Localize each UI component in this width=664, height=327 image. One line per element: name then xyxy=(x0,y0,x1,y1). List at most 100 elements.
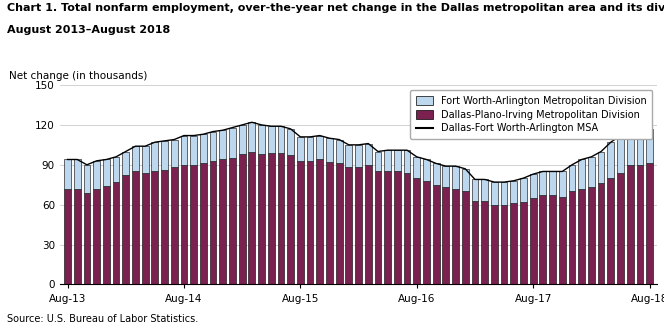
Bar xyxy=(248,122,255,151)
Bar xyxy=(559,171,566,197)
Bar xyxy=(103,160,110,186)
Bar xyxy=(132,146,139,171)
Bar xyxy=(316,160,323,284)
Bar xyxy=(181,165,187,284)
Bar xyxy=(200,134,207,164)
Bar xyxy=(374,151,381,171)
Bar xyxy=(637,129,643,165)
Bar xyxy=(229,158,236,284)
Bar xyxy=(278,153,284,284)
Bar xyxy=(84,165,90,193)
Bar xyxy=(471,180,478,201)
Bar xyxy=(539,196,546,284)
Bar xyxy=(297,161,303,284)
Bar xyxy=(520,178,527,202)
Bar xyxy=(462,169,469,191)
Bar xyxy=(268,126,275,153)
Bar xyxy=(326,162,333,284)
Bar xyxy=(141,173,149,284)
Bar xyxy=(326,138,333,162)
Bar xyxy=(93,189,100,284)
Bar xyxy=(316,136,323,160)
Bar xyxy=(171,167,178,284)
Bar xyxy=(122,151,129,176)
Bar xyxy=(646,129,653,164)
Bar xyxy=(481,180,488,201)
Bar xyxy=(161,141,168,170)
Bar xyxy=(288,156,294,284)
Bar xyxy=(442,166,450,187)
Bar xyxy=(491,205,498,284)
Bar xyxy=(501,205,507,284)
Bar xyxy=(598,151,604,183)
Bar xyxy=(433,185,440,284)
Bar xyxy=(520,202,527,284)
Bar xyxy=(258,154,265,284)
Bar xyxy=(578,189,585,284)
Bar xyxy=(384,171,391,284)
Bar xyxy=(161,170,168,284)
Bar xyxy=(336,164,343,284)
Bar xyxy=(239,125,246,154)
Bar xyxy=(200,164,207,284)
Bar xyxy=(219,130,226,160)
Bar xyxy=(210,131,216,161)
Bar xyxy=(132,171,139,284)
Bar xyxy=(113,182,120,284)
Bar xyxy=(374,171,381,284)
Bar xyxy=(608,142,614,178)
Bar xyxy=(93,161,100,189)
Bar xyxy=(181,136,187,165)
Bar xyxy=(462,191,469,284)
Text: Net change (in thousands): Net change (in thousands) xyxy=(9,71,147,81)
Bar xyxy=(452,189,459,284)
Bar xyxy=(588,157,595,187)
Text: Source: U.S. Bureau of Labor Statistics.: Source: U.S. Bureau of Labor Statistics. xyxy=(7,314,198,324)
Bar xyxy=(433,164,440,185)
Bar xyxy=(530,174,537,198)
Bar xyxy=(568,165,576,191)
Bar xyxy=(248,151,255,284)
Bar xyxy=(549,196,556,284)
Bar xyxy=(210,161,216,284)
Bar xyxy=(365,144,372,165)
Bar xyxy=(191,165,197,284)
Bar xyxy=(151,171,158,284)
Bar xyxy=(394,150,401,171)
Bar xyxy=(511,203,517,284)
Bar xyxy=(103,186,110,284)
Bar xyxy=(539,171,546,196)
Bar xyxy=(637,165,643,284)
Bar xyxy=(141,146,149,173)
Bar xyxy=(627,165,633,284)
Bar xyxy=(423,181,430,284)
Bar xyxy=(511,181,517,203)
Bar xyxy=(501,182,507,205)
Bar xyxy=(307,161,313,284)
Bar xyxy=(559,197,566,284)
Bar xyxy=(617,173,624,284)
Bar xyxy=(452,166,459,189)
Bar xyxy=(471,201,478,284)
Bar xyxy=(394,171,401,284)
Bar xyxy=(64,160,71,189)
Bar xyxy=(307,137,313,161)
Bar xyxy=(404,173,410,284)
Bar xyxy=(229,128,236,158)
Bar xyxy=(258,125,265,154)
Bar xyxy=(414,157,420,178)
Bar xyxy=(151,142,158,171)
Bar xyxy=(617,136,624,173)
Bar xyxy=(345,167,353,284)
Bar xyxy=(191,136,197,165)
Bar xyxy=(74,189,80,284)
Bar xyxy=(122,176,129,284)
Bar xyxy=(74,160,80,189)
Text: Chart 1. Total nonfarm employment, over-the-year net change in the Dallas metrop: Chart 1. Total nonfarm employment, over-… xyxy=(7,3,664,13)
Bar xyxy=(219,160,226,284)
Bar xyxy=(288,129,294,156)
Bar xyxy=(608,178,614,284)
Bar xyxy=(268,153,275,284)
Bar xyxy=(423,160,430,181)
Bar xyxy=(481,201,488,284)
